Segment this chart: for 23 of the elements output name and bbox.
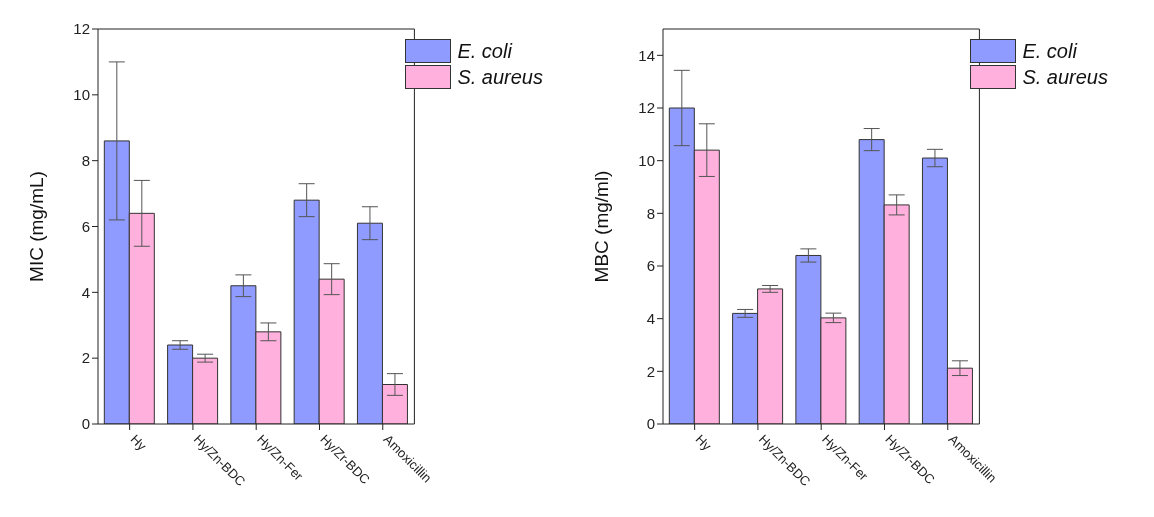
y-tick-label: 10 — [638, 151, 655, 169]
x-tick-label: Hy — [127, 431, 150, 454]
legend-label: E. coli — [1022, 39, 1077, 63]
y-axis-title: MIC (mg/mL) — [25, 171, 47, 282]
y-tick-label: 12 — [638, 99, 655, 117]
y-tick-label: 8 — [646, 204, 655, 222]
y-tick-label: 6 — [81, 217, 90, 235]
y-tick-label: 4 — [646, 309, 655, 327]
y-tick-label: 6 — [646, 257, 655, 275]
y-tick-label: 12 — [73, 20, 90, 38]
legend-label: S. aureus — [457, 65, 543, 89]
legend-label: E. coli — [457, 39, 512, 63]
y-tick-label: 0 — [81, 415, 90, 433]
y-axis-title: MBC (mg/ml) — [590, 170, 612, 283]
legend-label: S. aureus — [1022, 65, 1108, 89]
y-tick-label: 4 — [81, 283, 90, 301]
y-tick-label: 0 — [646, 415, 655, 433]
y-tick-label: 14 — [638, 46, 655, 64]
y-tick-label: 8 — [81, 151, 90, 169]
y-tick-label: 2 — [81, 349, 90, 367]
y-tick-label: 10 — [73, 86, 90, 104]
x-tick-label: Hy — [692, 431, 715, 454]
y-tick-label: 2 — [646, 362, 655, 380]
